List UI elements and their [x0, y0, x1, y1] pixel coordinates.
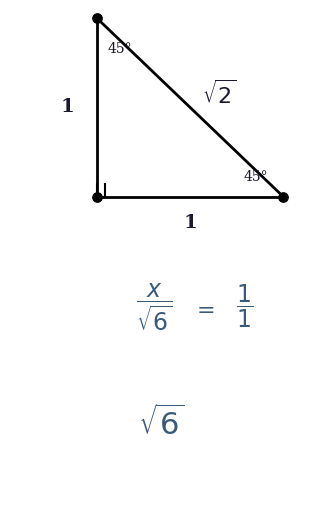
Point [281, 193, 286, 201]
Text: $\sqrt{6}$: $\sqrt{6}$ [138, 406, 184, 442]
Text: $\sqrt{2}$: $\sqrt{2}$ [202, 80, 236, 109]
Text: 45°: 45° [108, 41, 132, 56]
Text: 1: 1 [61, 98, 74, 117]
Text: 45°: 45° [244, 170, 268, 184]
Point [94, 193, 99, 201]
Text: $\dfrac{1}{1}$: $\dfrac{1}{1}$ [236, 283, 253, 330]
Point [94, 14, 99, 22]
Text: $\dfrac{x}{\sqrt{6}}$: $\dfrac{x}{\sqrt{6}}$ [136, 281, 173, 333]
Text: $=$: $=$ [192, 298, 214, 320]
Text: 1: 1 [183, 214, 197, 233]
